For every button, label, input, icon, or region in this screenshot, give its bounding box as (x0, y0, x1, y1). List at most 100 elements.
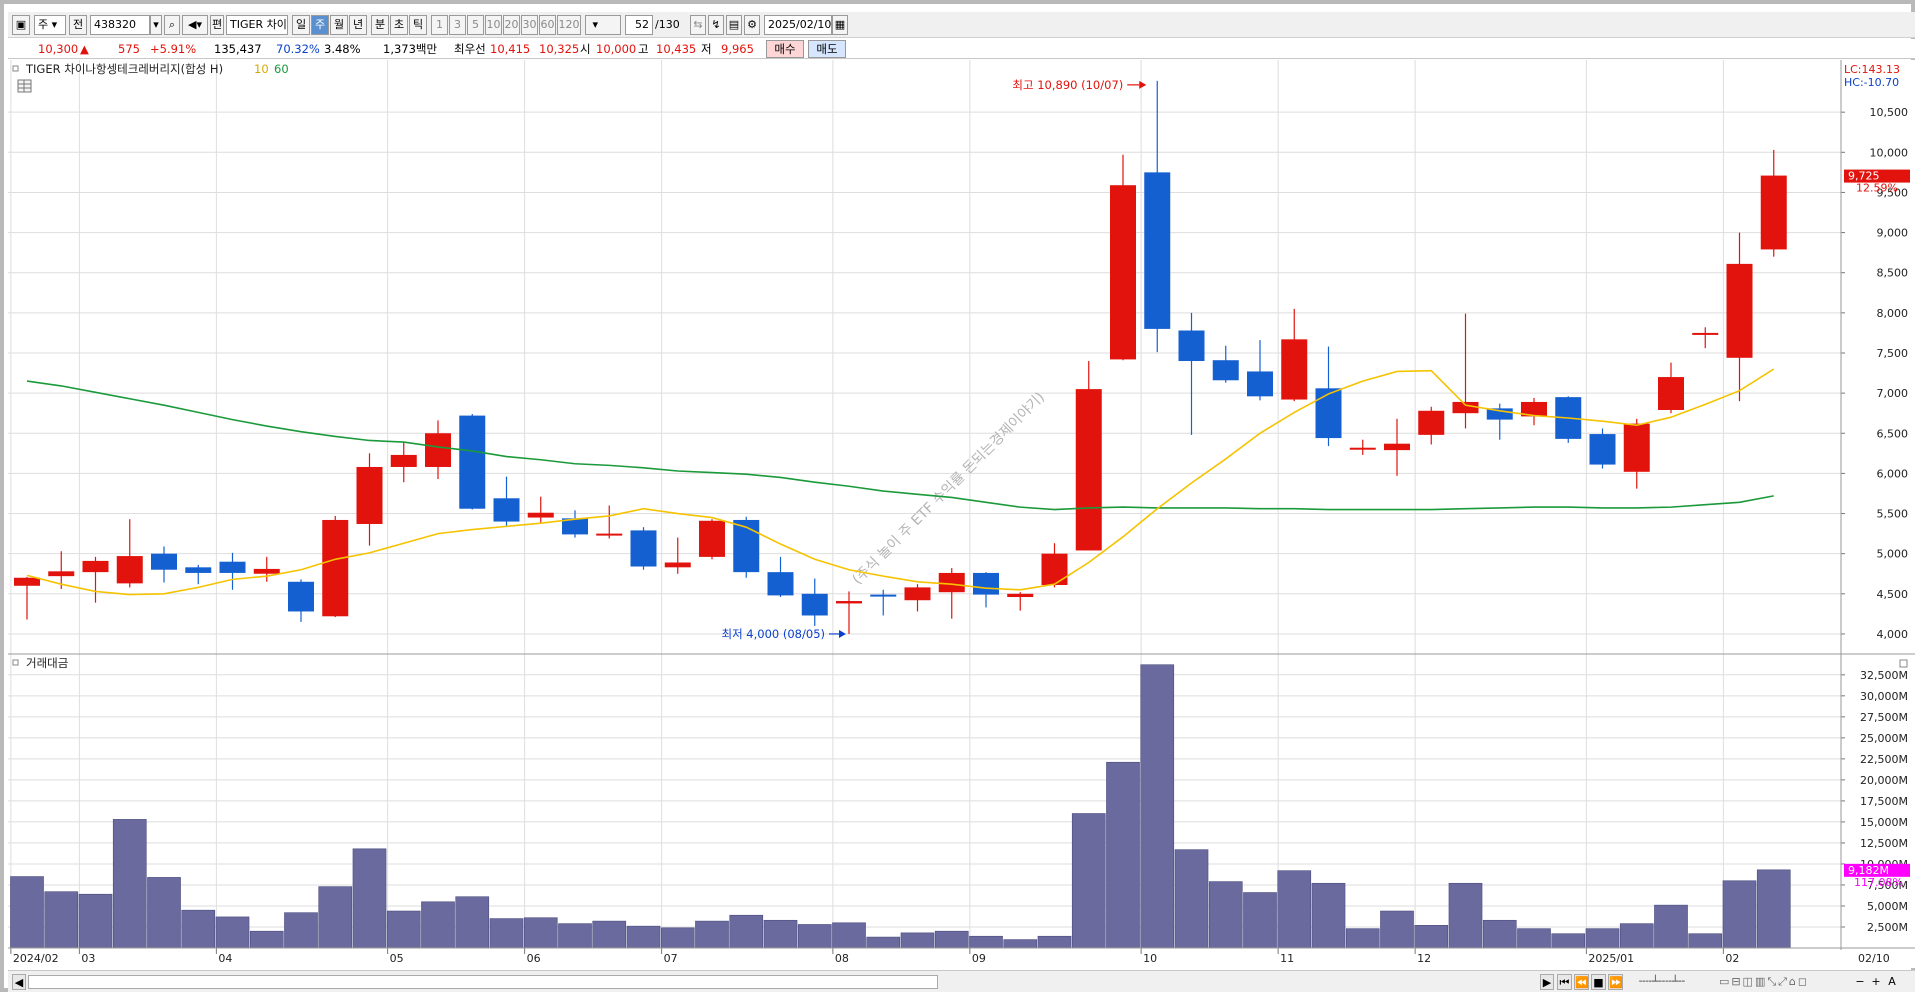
price-tick-label: 5,500 (1877, 508, 1909, 521)
interval-120[interactable]: 120 (557, 15, 581, 35)
candle-body (973, 572, 999, 595)
stock-code-input[interactable]: 438320 (90, 15, 150, 35)
tab-second[interactable]: 초 (390, 15, 408, 35)
open-price: 10,000 (596, 42, 637, 56)
stock-name-field: TIGER 차이 (226, 15, 288, 35)
ma10-legend: 10 (254, 62, 269, 76)
zoom-out-button[interactable]: − (1855, 975, 1865, 988)
volume-pane-collapse-icon[interactable] (12, 659, 19, 666)
gear-icon[interactable]: ⚙ (744, 15, 760, 35)
volume-pane-expand-icon[interactable] (1899, 659, 1908, 668)
volume-bar (1003, 939, 1038, 949)
candle-body (1658, 377, 1684, 410)
lc-label: LC:143.13 (1844, 63, 1900, 76)
hc-label: HC:-10.70 (1844, 76, 1899, 89)
tab-tick[interactable]: 틱 (409, 15, 427, 35)
volume-bar (1106, 761, 1140, 949)
stop-button[interactable]: ■ (1591, 974, 1606, 990)
tab-minute[interactable]: 분 (371, 15, 389, 35)
volume-bar (10, 876, 44, 949)
interval-60[interactable]: 60 (539, 15, 556, 35)
window-menu-icon[interactable]: ▣ (12, 15, 30, 35)
sell-button[interactable]: 매도 (808, 40, 846, 58)
volume-bar (695, 920, 729, 949)
candle-body (1384, 443, 1410, 451)
volume-bar (1722, 880, 1757, 949)
chevron-down-icon[interactable]: ▾ (150, 15, 162, 35)
current-price-tag (1844, 169, 1910, 183)
x-tick-label: 02 (1725, 952, 1739, 965)
volume-bar (1756, 869, 1791, 949)
volume-tick-label: 25,000M (1860, 732, 1908, 745)
x-tick-label: 03 (81, 952, 95, 965)
tool-icon[interactable]: ↯ (708, 15, 724, 35)
candle-body (425, 433, 451, 467)
edit-label[interactable]: 편 (210, 15, 224, 35)
interval-custom-select[interactable]: ▾ (585, 15, 621, 35)
chart-area[interactable]: (주식 놀이 주 ETF 수익률 돈되는경제이야기) 4,0004,5005,0… (8, 60, 1915, 968)
high-annotation-arrowhead (1139, 80, 1147, 89)
interval-1[interactable]: 1 (431, 15, 448, 35)
ma60-line (26, 380, 1774, 511)
pane-collapse-icon[interactable] (12, 65, 19, 72)
trade-amount: 1,373백만 (383, 42, 438, 56)
price-tick-label: 10,500 (1870, 106, 1909, 119)
candle-body (870, 594, 897, 597)
prev-page-button[interactable]: ⏪ (1574, 974, 1589, 990)
interval-10[interactable]: 10 (485, 15, 502, 35)
current-pct-label: 12.59% (1856, 182, 1898, 195)
volume-bar (249, 930, 284, 949)
volume-bar (1585, 928, 1620, 949)
interval-20[interactable]: 20 (503, 15, 520, 35)
interval-30[interactable]: 30 (521, 15, 538, 35)
period-select[interactable]: 주 ▾ (34, 15, 66, 35)
candle-body (1726, 263, 1753, 358)
volume-bar (455, 896, 490, 949)
candle-body (1315, 388, 1342, 439)
volume-bar (421, 901, 455, 949)
zoom-in-button[interactable]: + (1871, 975, 1881, 988)
buy-button[interactable]: 매수 (766, 40, 804, 58)
volume-tick-label: 15,000M (1860, 816, 1908, 829)
volume-bar (112, 819, 147, 949)
tab-week[interactable]: 주 (311, 15, 329, 35)
search-icon[interactable]: ⌕ (164, 15, 180, 35)
count-input[interactable]: 52 (625, 15, 653, 35)
price-axis: 4,000 4,500 5,000 5,500 6,000 6,500 7,000 7,500… (1841, 106, 1908, 641)
volume-tick-label: 5,000M (1867, 900, 1908, 913)
calendar-icon[interactable]: ▦ (832, 15, 848, 35)
scroll-left-arrow[interactable]: ◀ (12, 974, 26, 990)
tool-icons[interactable]: ▭⊟◫▥⤡⤢⌂◻ (1718, 975, 1810, 988)
scroll-right-arrow[interactable]: ▶ (1540, 974, 1554, 990)
ruler-icon[interactable]: ╌╌┴╌╌┴╌ (1638, 975, 1686, 988)
candles (14, 80, 1787, 634)
save-icon[interactable]: ▤ (726, 15, 742, 35)
date-input[interactable]: 2025/02/10 (764, 15, 832, 35)
tab-day[interactable]: 일 (292, 15, 310, 35)
scroll-thumb[interactable] (28, 975, 938, 989)
next-page-button[interactable]: ⏩ (1608, 974, 1623, 990)
candle-body (1281, 339, 1308, 400)
candle-body (1760, 175, 1787, 250)
x-tick-label: 09 (972, 952, 986, 965)
toolbar: ▣ 주 ▾ 전 438320 ▾ ⌕ ◀▾ 편 TIGER 차이 일 주 월 년… (8, 12, 1915, 38)
tab-year[interactable]: 년 (349, 15, 367, 35)
auto-scale-button[interactable]: A (1888, 975, 1896, 988)
volume-bar (181, 909, 216, 949)
horizontal-scrollbar[interactable]: ◀ ▶ ⏮ ⏪ ■ ⏩ ╌╌┴╌╌┴╌ ▭⊟◫▥⤡⤢⌂◻ − + A (8, 970, 1915, 992)
price-tick-label: 9,500 (1877, 186, 1909, 199)
tab-month[interactable]: 월 (330, 15, 348, 35)
interval-3[interactable]: 3 (449, 15, 466, 35)
candle-body (1486, 408, 1513, 420)
price-tick-label: 10,000 (1870, 146, 1909, 159)
link-icon[interactable]: ⇆ (690, 15, 706, 35)
interval-5[interactable]: 5 (467, 15, 484, 35)
speaker-icon[interactable]: ◀▾ (182, 15, 208, 35)
ma60-legend: 60 (274, 62, 289, 76)
price-tick-label: 7,500 (1877, 347, 1909, 360)
first-page-button[interactable]: ⏮ (1557, 974, 1572, 990)
candle-body (1349, 447, 1376, 450)
candle-body (562, 518, 588, 535)
volume-tick-label: 2,500M (1867, 921, 1908, 934)
candle-body (1692, 332, 1719, 335)
